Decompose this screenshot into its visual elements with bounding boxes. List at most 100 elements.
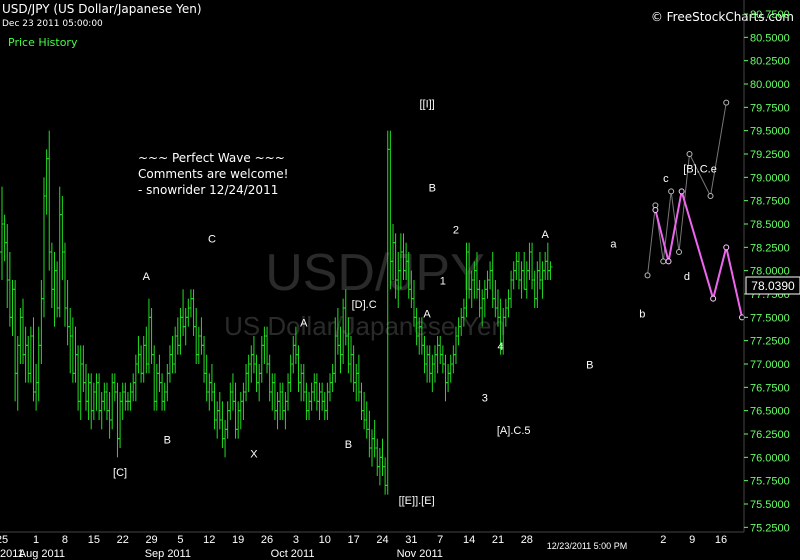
projection-point	[723, 99, 730, 106]
brand-label[interactable]: © FreeStockCharts.com	[650, 10, 794, 24]
wave-label: c	[663, 173, 669, 185]
price-bar	[162, 382, 167, 411]
price-bar	[272, 373, 277, 420]
price-bar	[188, 289, 193, 318]
x-month-label: Oct 2011	[271, 548, 315, 560]
price-bar	[55, 261, 60, 318]
price-bar	[370, 429, 374, 467]
price-bar	[506, 289, 511, 318]
price-bar	[28, 326, 33, 383]
price-bar	[367, 410, 372, 458]
price-bar	[351, 345, 356, 392]
price-bar	[364, 401, 369, 439]
price-bar	[2, 214, 7, 262]
panel-label[interactable]: Price History	[8, 36, 78, 49]
wave-label: X	[250, 448, 258, 460]
price-bar	[91, 382, 96, 420]
last-price-label: 78.0390	[751, 279, 795, 293]
price-bar	[485, 270, 490, 299]
x-tick-label: 22	[117, 534, 129, 546]
price-bar	[275, 392, 280, 430]
x-tick-label: 25	[0, 534, 8, 546]
y-tick-label: 80.0000	[750, 79, 790, 91]
price-bar	[432, 345, 437, 383]
wave-label: [B].C.e	[683, 164, 717, 176]
chart-date: Dec 23 2011 05:00:00	[2, 19, 103, 29]
x-tick-label: 24	[376, 534, 388, 546]
price-bar	[204, 354, 209, 402]
price-bar	[359, 382, 364, 420]
x-month-label: 2011	[0, 548, 24, 560]
price-bar	[443, 354, 448, 402]
price-bar	[65, 280, 70, 346]
price-bar	[31, 317, 36, 402]
price-bar	[537, 252, 542, 290]
projection-pink	[654, 191, 743, 318]
wave-label: a	[610, 238, 617, 250]
price-bar	[519, 261, 524, 299]
price-bar	[283, 392, 288, 430]
price-bar	[5, 224, 10, 308]
bottom-timestamp: 12/23/2011 5:00 PM	[547, 541, 627, 551]
wave-label: B	[429, 182, 436, 194]
chart-title: USD/JPY (US Dollar/Japanese Yen)	[2, 2, 202, 16]
price-bar	[209, 364, 214, 402]
price-bar	[425, 345, 430, 383]
price-bar	[230, 373, 235, 411]
price-bar	[238, 392, 243, 430]
price-bar	[217, 392, 222, 430]
wave-label: B	[345, 439, 352, 451]
y-tick-label: 76.5000	[750, 406, 790, 418]
price-bar	[440, 345, 445, 374]
y-tick-label: 75.5000	[750, 499, 790, 511]
y-tick-label: 78.7500	[750, 196, 790, 208]
y-tick-label: 79.0000	[750, 172, 790, 184]
price-bar	[312, 373, 317, 402]
price-bar	[380, 438, 385, 476]
price-bar	[259, 336, 264, 383]
price-bar	[236, 401, 241, 439]
y-tick-label: 76.2500	[750, 429, 790, 441]
wave-label: A	[300, 318, 308, 330]
y-tick-label: 78.2500	[750, 242, 790, 254]
y-tick-label: 75.2500	[750, 522, 790, 534]
last-price-tag: 78.0390	[745, 276, 800, 295]
y-tick-label: 80.2500	[750, 56, 790, 68]
note-line: Comments are welcome!	[138, 167, 289, 181]
x-tick-label: 7	[437, 534, 443, 546]
price-bar	[41, 177, 46, 318]
price-bar	[228, 382, 233, 420]
price-bar	[328, 373, 333, 402]
price-bar	[131, 373, 136, 402]
price-bar	[62, 242, 67, 327]
price-bar	[81, 345, 86, 392]
price-bar	[448, 354, 453, 383]
price-bar	[325, 382, 330, 420]
price-bar	[154, 364, 159, 411]
price-bar	[383, 457, 388, 495]
wave-label: [[E]].[E]	[399, 495, 435, 507]
price-bar	[244, 364, 249, 402]
price-bar	[296, 345, 301, 392]
y-tick-label: 76.0000	[750, 452, 790, 464]
x-tick-label: 14	[463, 534, 475, 546]
price-bar	[10, 280, 15, 336]
x-tick-label: 31	[405, 534, 417, 546]
wave-label: 2	[453, 224, 459, 236]
price-bar	[191, 289, 196, 336]
price-bar	[52, 252, 57, 327]
price-bar	[26, 336, 31, 383]
x-tick-label: 29	[145, 534, 157, 546]
wave-label: [C]	[113, 467, 127, 479]
x-tick-label: 26	[261, 534, 273, 546]
price-bar	[241, 382, 246, 420]
price-bar	[83, 364, 88, 411]
projection-point	[710, 295, 717, 302]
x-month-label: Nov 2011	[397, 548, 443, 560]
x-tick-label: 1	[33, 534, 39, 546]
price-bar	[514, 252, 519, 280]
projection-point	[707, 193, 714, 199]
y-tick-label: 79.5000	[750, 126, 790, 138]
y-tick-label: 75.7500	[750, 476, 790, 488]
price-bar	[286, 373, 291, 411]
